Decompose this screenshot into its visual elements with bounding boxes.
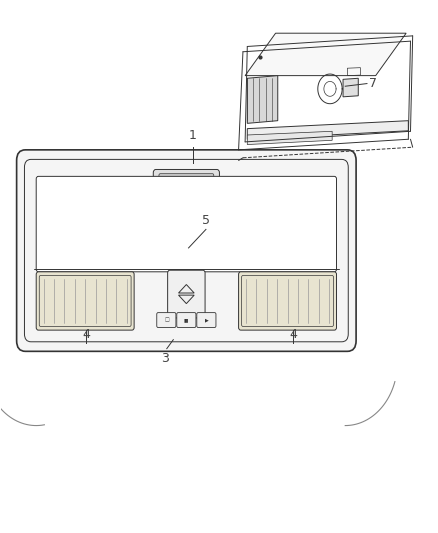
Text: 4: 4 <box>82 328 90 341</box>
Text: 1: 1 <box>189 129 197 142</box>
Text: 4: 4 <box>289 328 297 341</box>
Text: ▶: ▶ <box>205 318 208 322</box>
Text: 3: 3 <box>161 352 169 366</box>
FancyBboxPatch shape <box>168 270 205 318</box>
FancyBboxPatch shape <box>17 150 356 351</box>
Text: 7: 7 <box>369 77 377 90</box>
Polygon shape <box>247 76 278 123</box>
FancyBboxPatch shape <box>177 313 196 327</box>
Polygon shape <box>247 131 332 144</box>
FancyBboxPatch shape <box>159 174 214 184</box>
FancyBboxPatch shape <box>197 313 216 327</box>
Text: ▮▮: ▮▮ <box>184 318 189 322</box>
Polygon shape <box>343 78 358 97</box>
FancyBboxPatch shape <box>36 176 336 272</box>
Text: □: □ <box>164 318 169 322</box>
Polygon shape <box>247 120 408 139</box>
FancyBboxPatch shape <box>239 272 336 330</box>
FancyBboxPatch shape <box>157 313 176 327</box>
FancyBboxPatch shape <box>153 169 219 188</box>
FancyBboxPatch shape <box>36 272 134 330</box>
Polygon shape <box>245 33 406 76</box>
Text: 5: 5 <box>202 214 210 227</box>
